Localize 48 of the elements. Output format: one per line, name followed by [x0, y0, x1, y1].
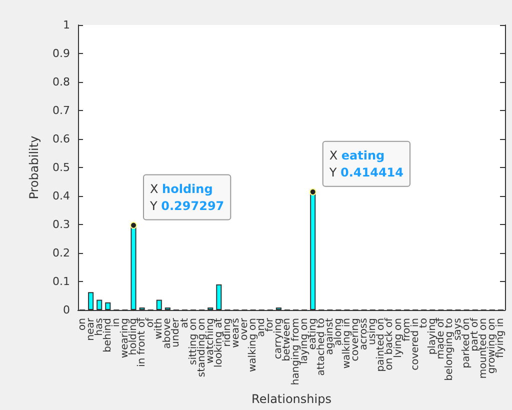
- x-tick-label: attached to: [316, 318, 327, 376]
- x-tick-label: covering: [350, 318, 362, 362]
- x-tick-label: wearing: [119, 318, 130, 358]
- y-tick-label: 0.2: [52, 246, 70, 260]
- x-tick-label: sitting on: [188, 318, 199, 365]
- y-tick-label: 0: [63, 304, 70, 317]
- x-tick-label: playing: [426, 318, 438, 355]
- x-tick-label: laying on: [298, 318, 310, 364]
- x-tick-label: riding: [222, 318, 233, 347]
- x-tick-label: eating: [307, 318, 318, 350]
- x-tick-label: hanging from: [290, 318, 302, 386]
- x-tick-label: looking at: [213, 318, 224, 368]
- x-tick-label: says: [452, 318, 464, 341]
- y-tick-label: 0.4: [52, 190, 70, 203]
- annotation: X holding Y 0.297297: [149, 182, 224, 213]
- x-tick-label: in: [110, 318, 122, 328]
- x-tick-label: part of: [470, 318, 481, 352]
- x-tick-label: at: [179, 318, 190, 328]
- y-tick-label: 0.6: [52, 132, 70, 146]
- x-tick-label: covered in: [410, 318, 421, 370]
- x-tick-label: over: [239, 317, 250, 340]
- x-tick-label: near: [85, 317, 96, 341]
- x-tick-label: to: [418, 318, 430, 328]
- y-axis-title: Probability: [27, 136, 41, 200]
- x-tick-label: made of: [435, 318, 446, 360]
- y-tick-label: 0.8: [52, 76, 70, 89]
- x-tick-label: belonging to: [444, 318, 455, 381]
- y-tick-label: 0.9: [52, 47, 70, 60]
- annotation: X eating Y 0.414414: [328, 148, 404, 180]
- x-tick-label: flying in: [495, 318, 506, 358]
- x-tick-label: walking in: [342, 318, 353, 369]
- x-tick-label: along: [332, 318, 344, 346]
- y-tick-label: 1: [63, 18, 70, 32]
- x-tick-label: lying on: [392, 318, 404, 358]
- y-tick-label: 0.5: [52, 161, 70, 174]
- y-tick-label: 0.7: [52, 104, 70, 118]
- y-tick-label: 0.1: [52, 275, 70, 288]
- x-tick-label: from: [401, 318, 412, 342]
- x-tick-label: behind: [102, 318, 114, 352]
- x-tick-label: on: [76, 318, 88, 331]
- x-tick-label: watching: [204, 318, 216, 364]
- x-axis-title: Relationships: [252, 392, 332, 406]
- x-tick-label: using: [367, 318, 378, 346]
- x-tick-label: with: [154, 318, 165, 340]
- x-tick-label: against: [324, 318, 336, 355]
- x-tick-label: carrying: [273, 318, 284, 360]
- y-tick-label: 0.3: [52, 218, 70, 232]
- x-tick-label: under: [170, 317, 182, 348]
